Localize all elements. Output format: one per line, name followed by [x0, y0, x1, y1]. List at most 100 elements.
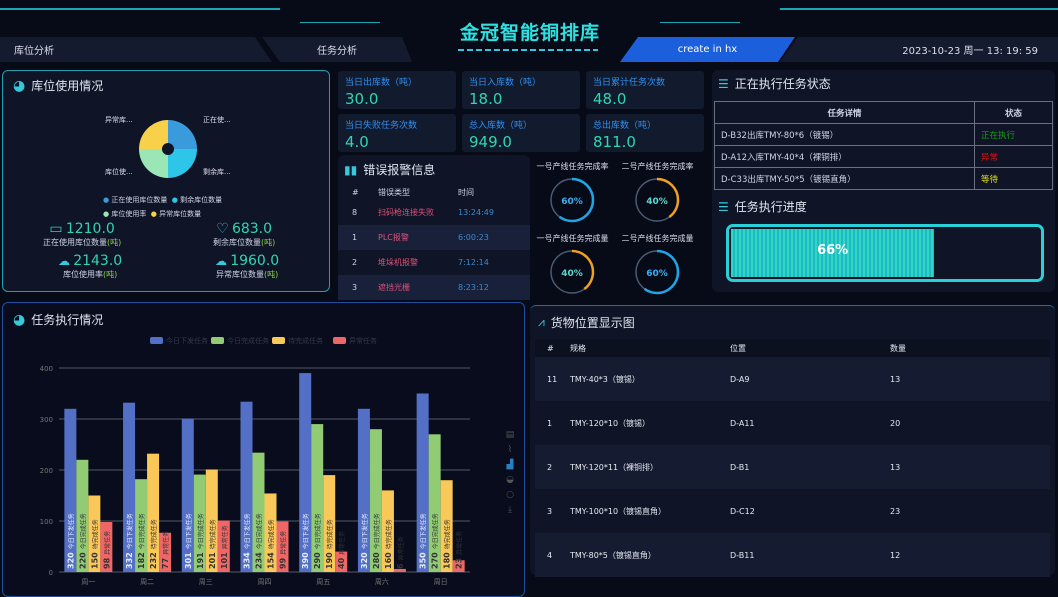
tab-create-in-hx[interactable]: create in hx — [620, 37, 795, 62]
kpi-label: 当日失败任务次数 — [345, 121, 418, 131]
legend-label[interactable]: 异常任务 — [349, 336, 377, 345]
x-tick-label: 周日 — [434, 578, 448, 586]
bar[interactable] — [369, 429, 382, 572]
bar[interactable] — [323, 475, 336, 572]
bar-data-label: 390 今日下发任务 — [301, 513, 310, 569]
bar[interactable] — [181, 418, 194, 572]
bar-data-label: 40 异常任务 — [337, 531, 346, 569]
legend-label[interactable]: 今日完成任务 — [227, 336, 269, 345]
tab-storage-analysis[interactable]: 库位分析 — [0, 37, 272, 62]
bar-data-label: 301 今日下发任务 — [184, 513, 193, 569]
legend-label[interactable]: 待完成任务 — [288, 336, 323, 345]
stack-icon[interactable]: ◒ — [506, 475, 514, 485]
bar[interactable] — [393, 568, 406, 572]
bar-data-label: 180 待完成任务 — [443, 519, 452, 569]
error-row[interactable]: 3 遮挡光栅 8:23:12 — [338, 275, 530, 300]
bar[interactable] — [217, 520, 230, 572]
cargo-row[interactable]: 1 TMY-120*10（镀锡） D-A11 20 — [535, 401, 1050, 445]
tasks-title: ◕ 任务执行情况 — [3, 303, 524, 336]
pie-slice-in-use — [168, 120, 197, 149]
bar[interactable] — [64, 408, 77, 572]
col-header: 状态 — [974, 101, 1053, 124]
bar-series-name: 待完成任务 — [326, 519, 334, 549]
bar[interactable] — [311, 424, 324, 572]
cargo-row[interactable]: 11 TMY-40*3（镀锡） D-A9 13 — [535, 357, 1050, 401]
bar[interactable] — [264, 493, 277, 572]
bar[interactable] — [205, 469, 218, 572]
task-status-title-text: 正在执行任务状态 — [734, 77, 831, 91]
cargo-row[interactable]: 3 TMY-100*10（镀锡直角） D-C12 23 — [535, 489, 1050, 533]
bar-data-label: 290 今日完成任务 — [313, 513, 322, 569]
legend-item[interactable]: 正在使用库位数量 — [111, 196, 168, 204]
y-tick-label: 200 — [40, 467, 53, 475]
task-row[interactable]: D-B32出库TMY-80*6（镀锡） 正在执行 — [714, 123, 1053, 146]
bar[interactable] — [76, 459, 89, 572]
cargo-row[interactable]: 2 TMY-120*11（裸铜排） D-B1 13 — [535, 445, 1050, 489]
legend-swatch[interactable] — [333, 337, 346, 344]
cargo-location: D-B11 — [730, 550, 755, 560]
error-row[interactable]: 8 扫码枪连接失败 13:24:49 — [338, 200, 530, 225]
bar-value: 320 — [66, 552, 75, 569]
cargo-panel: ⩘ 货物位置显示图 # 规格 位置 数量 11 TMY-40*3（镀锡） D-A9 13 1 TM… — [530, 305, 1055, 577]
error-row[interactable]: 1 PLC报警 6:00:23 — [338, 225, 530, 250]
bar[interactable] — [193, 474, 206, 572]
error-header: # 错误类型 时间 — [338, 184, 530, 200]
stat-remaining: ♡ 683.0 剩余库位数量(吨) — [213, 221, 275, 248]
chart-line-icon: ⩘ — [538, 315, 545, 329]
data-view-icon[interactable]: ▤ — [505, 430, 515, 440]
legend-swatch[interactable] — [150, 337, 163, 344]
legend-item[interactable]: 异常库位数量 — [159, 210, 202, 218]
stat-label: 剩余库位数量 — [213, 238, 261, 247]
gauge-label: 二号产线任务完成量 — [621, 234, 694, 243]
download-icon[interactable]: ⤓ — [508, 505, 512, 515]
task-row[interactable]: D-A12入库TMY-40*4（裸铜排） 异常 — [714, 145, 1053, 168]
bar-data-label: 201 待完成任务 — [208, 519, 217, 569]
bar-series-name: 今日完成任务 — [373, 513, 381, 549]
bar[interactable] — [252, 452, 265, 572]
legend-item[interactable]: 剩余库位数量 — [180, 196, 223, 204]
bar[interactable] — [135, 479, 148, 572]
col-header: # — [547, 343, 554, 353]
error-row[interactable]: 2 堆垛机报警 7:12:14 — [338, 250, 530, 275]
y-tick-label: 0 — [49, 569, 53, 577]
bar[interactable] — [357, 408, 370, 572]
bar-series-name: 异常任务 — [103, 531, 111, 555]
stat-unit: (吨) — [102, 270, 118, 279]
bar-value: 99 — [279, 557, 288, 569]
bar[interactable] — [381, 490, 394, 572]
bar[interactable] — [416, 393, 429, 573]
bar[interactable] — [147, 453, 160, 572]
legend-swatch[interactable] — [272, 337, 285, 344]
bar[interactable] — [240, 401, 253, 572]
bar[interactable] — [335, 551, 348, 572]
bar-series-name: 今日下发任务 — [420, 513, 428, 549]
bar[interactable] — [123, 402, 136, 572]
error-type: 扫码枪连接失败 — [378, 208, 434, 217]
heartbeat-icon: ♡ — [216, 221, 229, 237]
bar-value: 290 — [313, 552, 322, 569]
bar-series-name: 异常任务 — [456, 531, 464, 555]
bar[interactable] — [100, 522, 113, 572]
tasks-title-text: 任务执行情况 — [31, 313, 104, 327]
bar-chart-icon[interactable]: ▟ — [506, 460, 514, 470]
bar[interactable] — [440, 480, 453, 572]
line-chart-icon[interactable]: ⌇ — [507, 445, 513, 455]
bar[interactable] — [428, 434, 441, 572]
cargo-row[interactable]: 4 TMY-80*5（镀锡直角） D-B11 12 — [535, 533, 1050, 577]
bar[interactable] — [452, 560, 465, 572]
task-row[interactable]: D-C33出库TMY-50*5（镀锡直角） 等待 — [714, 167, 1053, 190]
y-tick-label: 300 — [40, 416, 53, 424]
legend-swatch[interactable] — [211, 337, 224, 344]
legend-label[interactable]: 今日下发任务 — [166, 336, 208, 345]
bar[interactable] — [88, 495, 101, 573]
bar[interactable] — [276, 521, 289, 572]
cargo-location: D-A9 — [730, 374, 750, 384]
bar[interactable] — [159, 532, 172, 572]
tab-label: create in hx — [677, 44, 738, 55]
kpi-label: 总入库数（吨） — [469, 121, 533, 131]
restore-icon[interactable]: ○ — [506, 490, 514, 500]
bar[interactable] — [299, 373, 312, 572]
gauge-panel: 一号产线任务完成率 60% 二号产线任务完成率 40% 一号产线任务完成量 40% 二号产线… — [530, 155, 705, 300]
legend-item[interactable]: 库位使用率 — [111, 210, 147, 218]
tab-task-analysis[interactable]: 任务分析 — [262, 37, 412, 62]
